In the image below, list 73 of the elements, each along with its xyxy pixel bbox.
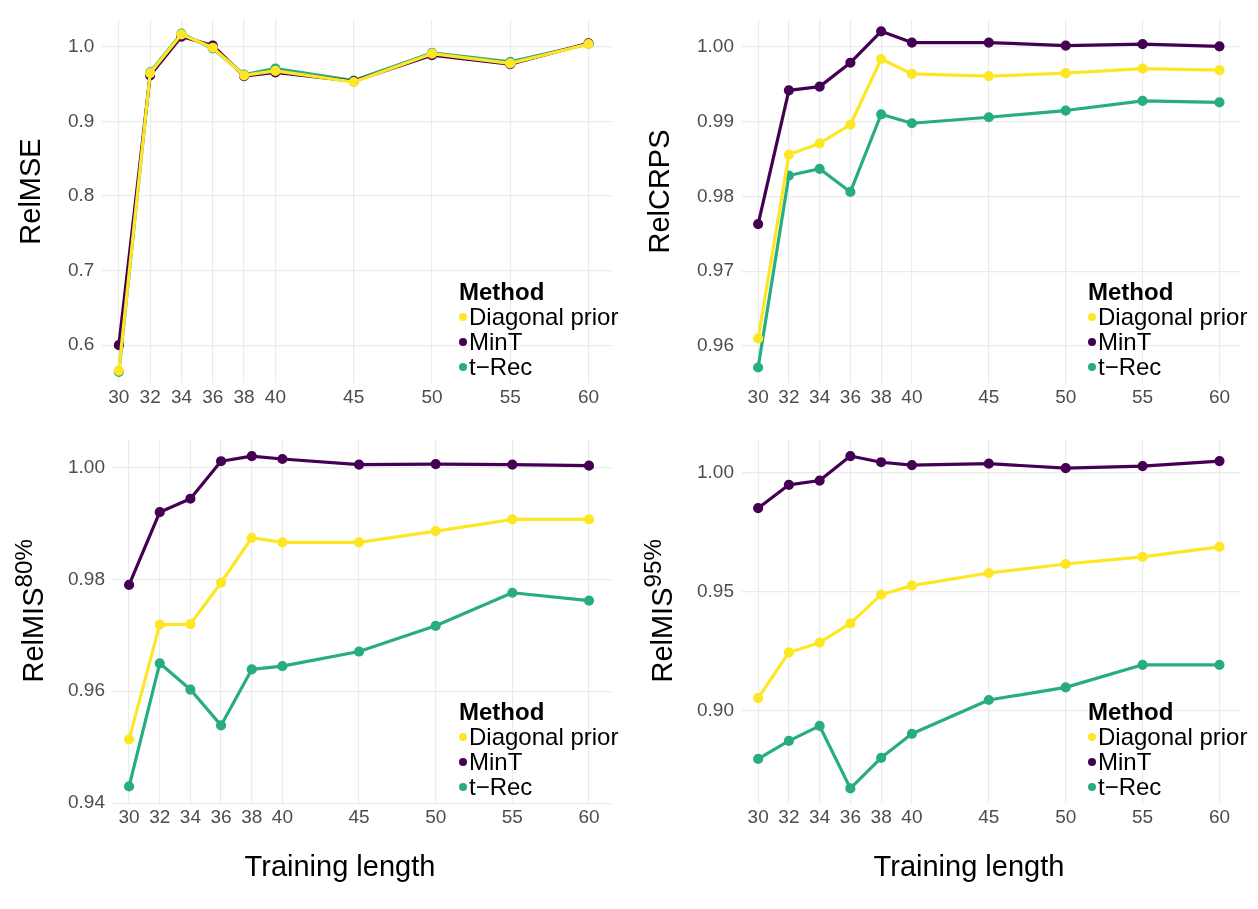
x-tick-label: 40	[271, 805, 293, 827]
x-tick-label: 32	[778, 805, 800, 827]
y-tick-label: 0.9	[67, 109, 95, 131]
x-tick-label: 55	[499, 385, 521, 407]
x-tick-label: 40	[901, 385, 923, 407]
y-tick-label: 0.98	[68, 567, 105, 589]
x-tick-label: 40	[264, 385, 286, 407]
x-tick-label: 38	[233, 385, 255, 407]
legend-label: Diagonal prior	[469, 303, 619, 331]
y-tick-label: 0.8	[67, 184, 95, 206]
legend-label: t−Rec	[1098, 353, 1162, 381]
x-tick-label: 55	[1132, 385, 1154, 407]
legend-label: t−Rec	[469, 773, 533, 801]
x-tick-label: 45	[978, 805, 1000, 827]
y-tick-label: 0.97	[697, 259, 734, 281]
x-tick-label: 34	[170, 385, 193, 407]
y-tick-label: 0.90	[697, 698, 734, 720]
y-tick-label: 0.96	[697, 334, 734, 356]
x-tick-label: 38	[241, 805, 263, 827]
y-axis-title: RelCRPS	[642, 128, 676, 254]
x-tick-label: 30	[108, 385, 130, 407]
x-tick-label: 38	[870, 385, 892, 407]
y-tick-label: 0.99	[697, 109, 734, 131]
y-tick-label: 0.6	[67, 333, 95, 355]
x-tick-label: 50	[1055, 385, 1077, 407]
x-tick-label: 30	[747, 385, 769, 407]
x-tick-label: 55	[501, 805, 523, 827]
x-tick-label: 32	[778, 385, 800, 407]
legend-label: t−Rec	[1098, 773, 1162, 801]
y-tick-label: 1.00	[697, 460, 734, 482]
x-tick-label: 34	[809, 385, 831, 407]
x-tick-label: 60	[1208, 805, 1231, 827]
x-tick-label: 45	[348, 805, 370, 827]
x-axis-title: Training length	[243, 850, 437, 883]
y-tick-label: 0.7	[67, 258, 95, 280]
y-tick-label: 1.00	[697, 35, 734, 57]
y-tick-label: 1.00	[68, 455, 105, 477]
y-axis-title: RelMSE	[13, 137, 47, 245]
x-tick-label: 60	[578, 805, 600, 827]
legend-label: Diagonal prior	[469, 723, 619, 751]
x-tick-label: 38	[870, 805, 892, 827]
legend-label: Diagonal prior	[1098, 303, 1248, 331]
x-tick-label: 40	[901, 805, 923, 827]
x-tick-label: 45	[343, 385, 365, 407]
x-tick-label: 60	[1208, 385, 1231, 407]
x-tick-label: 36	[202, 385, 224, 407]
x-tick-label: 36	[839, 805, 861, 827]
x-tick-label: 36	[210, 805, 232, 827]
x-tick-label: 36	[839, 385, 861, 407]
legend-title: Method	[1088, 278, 1175, 306]
x-tick-label: 45	[978, 385, 1000, 407]
x-axis-title: Training length	[872, 850, 1066, 883]
y-tick-label: 0.94	[68, 791, 106, 813]
legend-title: Method	[459, 698, 546, 726]
x-tick-label: 34	[809, 805, 831, 827]
x-tick-label: 32	[149, 805, 171, 827]
x-tick-label: 34	[179, 805, 202, 827]
y-tick-label: 0.95	[697, 579, 734, 601]
legend-title: Method	[459, 278, 546, 306]
legend-title: Method	[1088, 698, 1175, 726]
x-tick-label: 32	[139, 385, 161, 407]
y-tick-label: 0.98	[697, 184, 734, 206]
y-tick-label: 1.0	[67, 35, 95, 57]
x-tick-label: 50	[421, 385, 443, 407]
legend-label: Diagonal prior	[1098, 723, 1248, 751]
x-tick-label: 30	[118, 805, 140, 827]
x-tick-label: 55	[1132, 805, 1154, 827]
y-tick-label: 0.96	[68, 679, 105, 701]
legend-label: t−Rec	[469, 353, 533, 381]
x-tick-label: 50	[425, 805, 447, 827]
x-tick-label: 50	[1055, 805, 1077, 827]
x-tick-label: 30	[747, 805, 769, 827]
x-tick-label: 60	[577, 385, 600, 407]
